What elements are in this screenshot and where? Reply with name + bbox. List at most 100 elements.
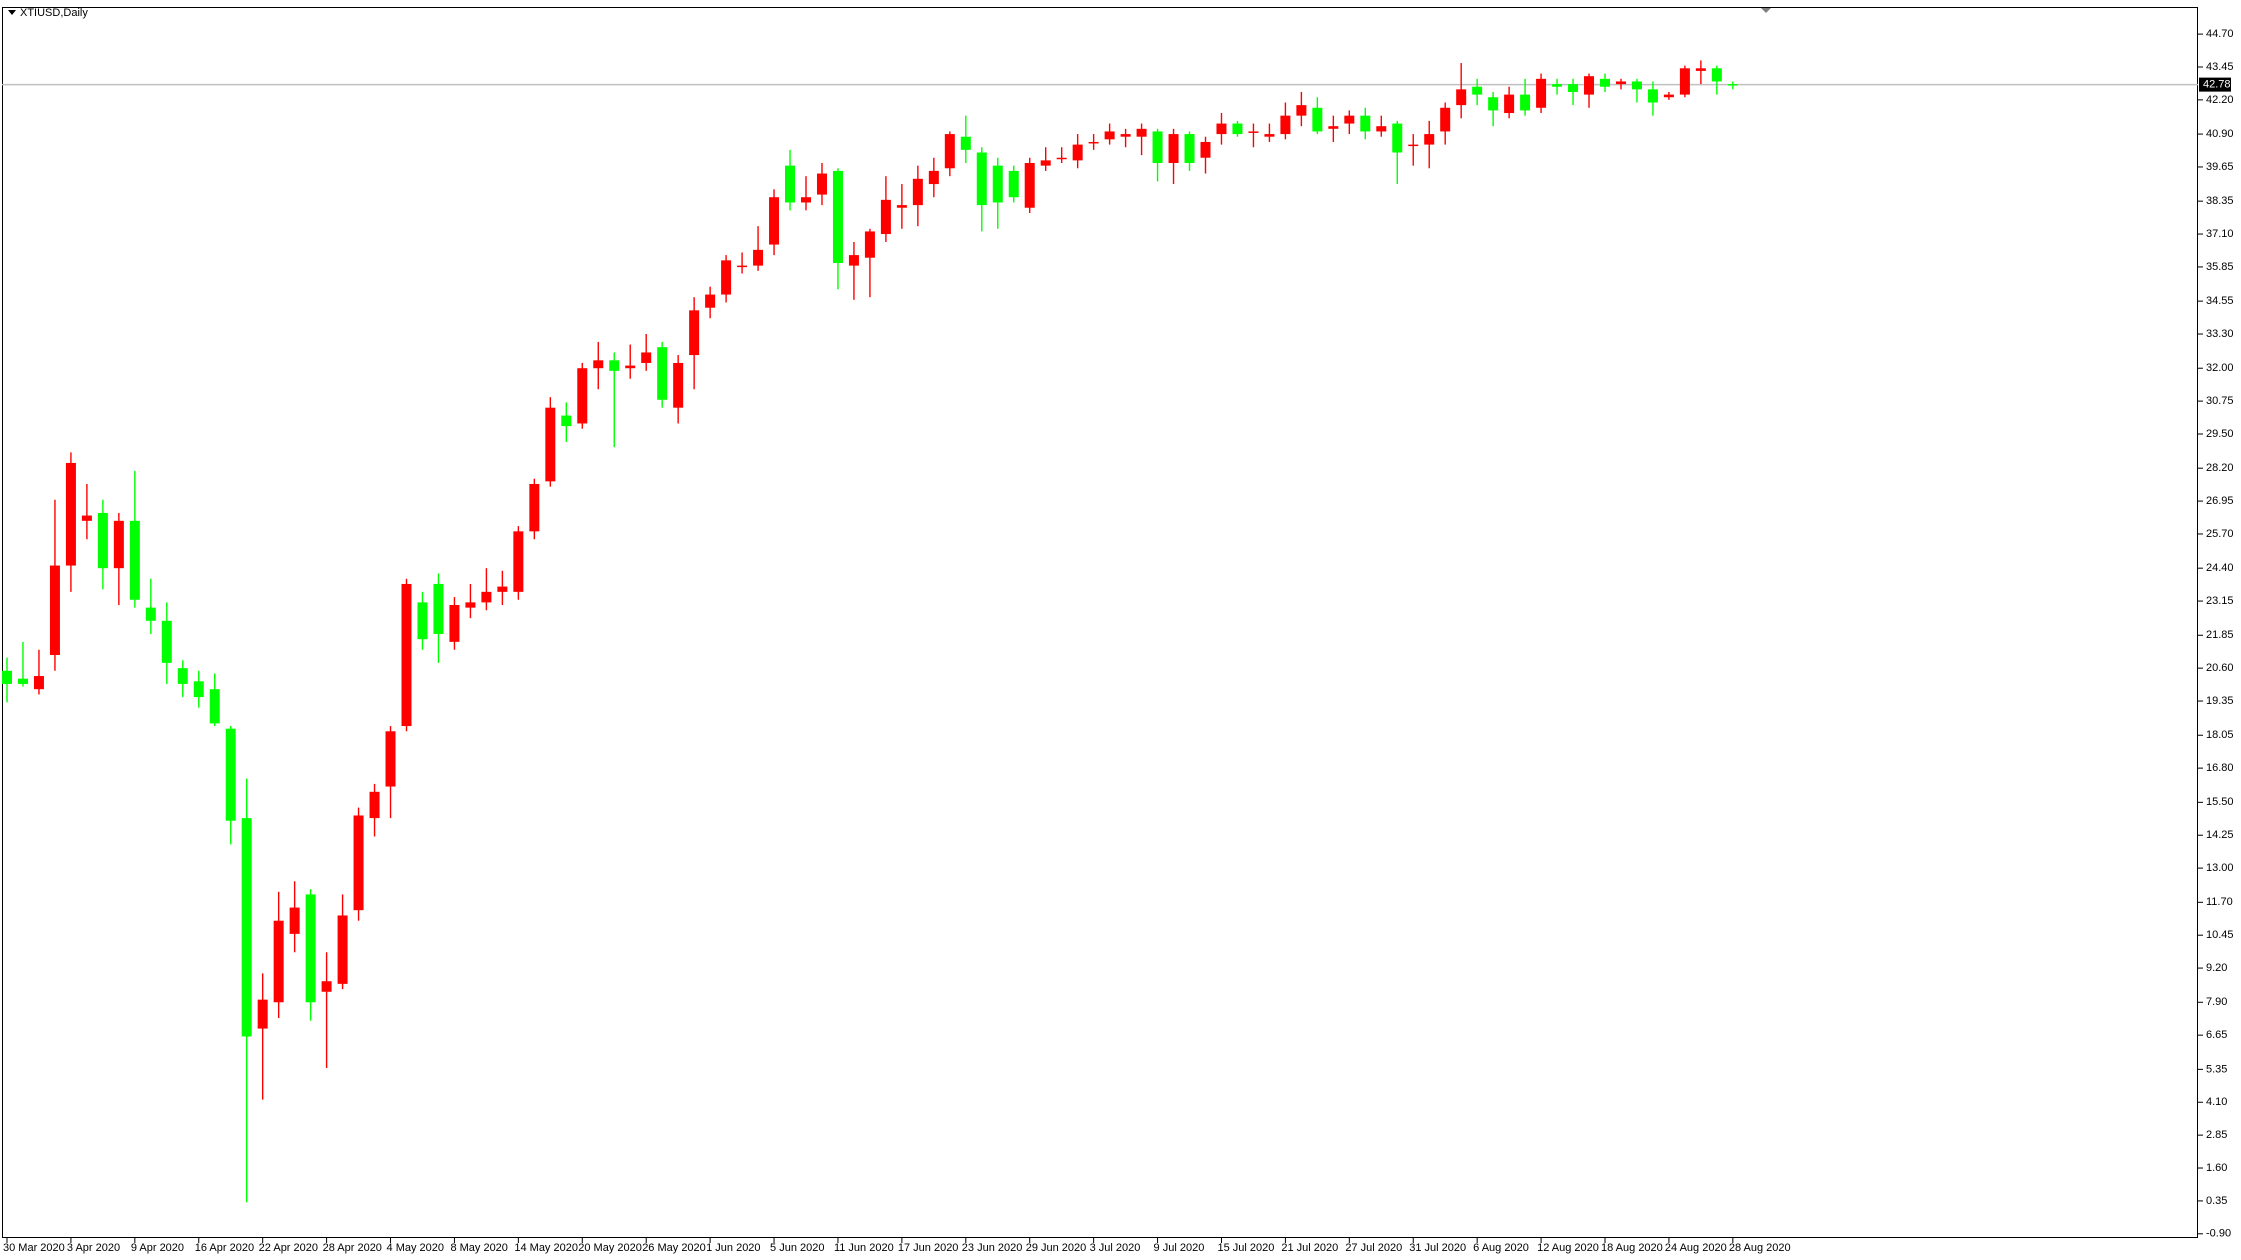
candle-body <box>1216 123 1227 135</box>
candle-body <box>321 981 332 992</box>
x-tick-label: 1 Jun 2020 <box>706 1242 760 1254</box>
x-tick-label: 28 Apr 2020 <box>323 1242 382 1254</box>
candle-body <box>65 462 76 566</box>
candle-body <box>609 360 620 371</box>
y-tick-label: 0.35 <box>2206 1195 2227 1207</box>
candle-body <box>1552 84 1563 87</box>
candle-body <box>81 515 92 521</box>
y-tick-label: 14.25 <box>2206 829 2234 841</box>
candle-body <box>273 920 284 1003</box>
y-tick-label: 25.70 <box>2206 528 2234 540</box>
x-tick-label: 12 Aug 2020 <box>1537 1242 1599 1254</box>
candle-body <box>145 607 156 621</box>
x-tick-label: 26 May 2020 <box>642 1242 706 1254</box>
y-tick-label: 19.35 <box>2206 695 2234 707</box>
y-tick-label: 20.60 <box>2206 662 2234 674</box>
candle-body <box>161 620 172 663</box>
candle-body <box>1408 144 1419 147</box>
last-price-box <box>2199 77 2231 92</box>
y-tick-label: 11.70 <box>2206 896 2233 908</box>
candle-body <box>1376 126 1387 132</box>
candle-body <box>880 199 891 235</box>
candle-body <box>737 265 748 268</box>
candle-body <box>992 165 1003 203</box>
y-tick-label: 40.90 <box>2206 128 2234 140</box>
candle-body <box>1360 115 1371 132</box>
candle-body <box>1440 107 1451 132</box>
candle-body <box>944 134 955 169</box>
candle-body <box>976 152 987 206</box>
candle-body <box>657 347 668 400</box>
y-tick-label: -0.90 <box>2206 1228 2231 1240</box>
candle-body <box>465 602 476 608</box>
x-tick-label: 14 May 2020 <box>514 1242 578 1254</box>
candle-body <box>1536 78 1547 108</box>
y-tick-label: 10.45 <box>2206 929 2234 941</box>
x-tick-label: 29 Jun 2020 <box>1026 1242 1087 1254</box>
x-tick-label: 15 Jul 2020 <box>1217 1242 1274 1254</box>
candle-body <box>305 894 316 1003</box>
candle-body <box>449 605 460 642</box>
candle-body <box>1568 84 1579 92</box>
x-tick-label: 31 Jul 2020 <box>1409 1242 1466 1254</box>
y-tick-label: 16.80 <box>2206 762 2234 774</box>
candle-body <box>832 170 843 263</box>
y-tick-label: 38.35 <box>2206 195 2234 207</box>
x-tick-label: 17 Jun 2020 <box>898 1242 959 1254</box>
candle-body <box>401 583 412 727</box>
x-tick-label: 22 Apr 2020 <box>259 1242 318 1254</box>
x-tick-label: 28 Aug 2020 <box>1729 1242 1791 1254</box>
candle-body <box>1424 134 1435 145</box>
last-price-label: 42.78 <box>2203 79 2231 91</box>
candle-body <box>1056 157 1067 160</box>
chart-shift-marker <box>1761 8 1771 13</box>
y-tick-label: 35.85 <box>2206 261 2234 273</box>
candle-body <box>417 602 428 640</box>
candle-body <box>1488 97 1499 111</box>
y-tick-label: 24.40 <box>2206 562 2234 574</box>
x-tick-label: 30 Mar 2020 <box>3 1242 65 1254</box>
candle-body <box>1312 107 1323 132</box>
candle-body <box>337 915 348 984</box>
chart-title: XTIUSD,Daily <box>20 7 88 19</box>
candle-body <box>912 178 923 206</box>
x-tick-label: 11 Jun 2020 <box>834 1242 894 1254</box>
candle-body <box>721 260 732 295</box>
y-tick-label: 6.65 <box>2206 1029 2227 1041</box>
candle-body <box>785 165 796 203</box>
x-tick-label: 8 May 2020 <box>450 1242 507 1254</box>
y-tick-label: 37.10 <box>2206 228 2234 240</box>
candle-body <box>385 731 396 787</box>
candle-body <box>193 681 204 698</box>
candle-body <box>1456 89 1467 106</box>
candle-body <box>1584 76 1595 95</box>
candle-body <box>801 197 811 203</box>
candle-body <box>625 365 636 369</box>
candle-body <box>209 689 220 724</box>
candle-body <box>177 668 188 684</box>
candle-body <box>1200 141 1211 158</box>
candle-body <box>529 483 540 532</box>
x-tick-label: 4 May 2020 <box>387 1242 444 1254</box>
y-tick-label: 32.00 <box>2206 362 2234 374</box>
candle-body <box>816 173 827 195</box>
candle-body <box>433 583 444 634</box>
candle-body <box>241 818 252 1037</box>
candle-body <box>593 360 604 369</box>
candle-body <box>1328 126 1339 129</box>
candle-body <box>1504 94 1515 114</box>
candle-body <box>1088 141 1099 144</box>
candle-body <box>577 368 588 424</box>
candle-body <box>1647 89 1658 103</box>
candle-body <box>129 520 140 600</box>
candle-body <box>289 907 300 934</box>
candle-body <box>1472 86 1483 95</box>
candle-body <box>1024 163 1035 208</box>
candle-body <box>513 531 524 592</box>
candle-body <box>1072 144 1083 161</box>
y-tick-label: 13.00 <box>2206 862 2234 874</box>
candle-body <box>705 294 716 308</box>
x-tick-label: 6 Aug 2020 <box>1473 1242 1529 1254</box>
candle-body <box>848 255 859 266</box>
